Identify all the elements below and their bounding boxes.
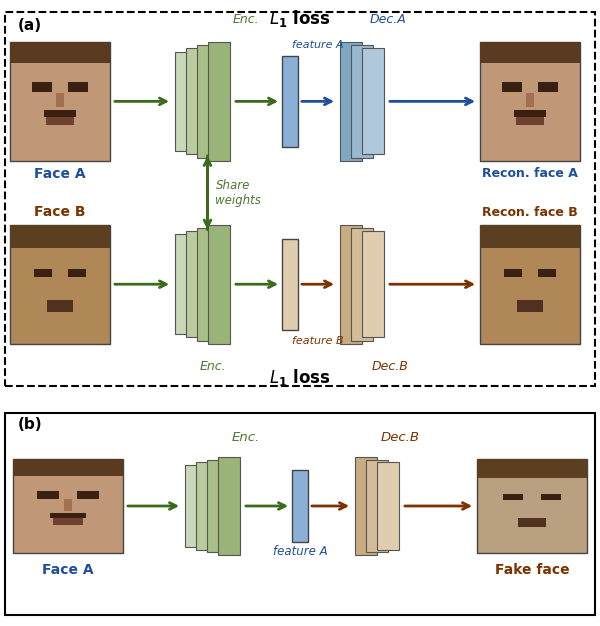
Bar: [292, 471, 308, 541]
Text: Fake face: Fake face: [494, 563, 569, 577]
Bar: [207, 459, 229, 552]
Text: Face A: Face A: [42, 563, 94, 577]
Text: Face B: Face B: [34, 205, 86, 218]
Bar: [340, 42, 362, 161]
Bar: [504, 269, 522, 277]
Text: Recon. face B: Recon. face B: [482, 205, 578, 218]
Bar: [362, 48, 384, 155]
Bar: [514, 110, 546, 117]
Bar: [53, 518, 83, 525]
Bar: [516, 117, 544, 125]
Bar: [355, 457, 377, 555]
Bar: [377, 463, 399, 550]
Bar: [208, 42, 230, 161]
Bar: [10, 42, 110, 63]
Bar: [351, 228, 373, 341]
Text: Dec.B: Dec.B: [380, 431, 419, 444]
Bar: [47, 300, 73, 312]
Bar: [50, 513, 86, 518]
Bar: [340, 225, 362, 344]
Bar: [186, 231, 208, 337]
Bar: [480, 42, 580, 161]
Bar: [10, 225, 110, 344]
Bar: [13, 459, 123, 553]
Bar: [196, 463, 218, 550]
Text: Dec.B: Dec.B: [371, 360, 409, 372]
Bar: [538, 269, 556, 277]
Text: feature A: feature A: [292, 39, 344, 49]
Bar: [362, 231, 384, 337]
Bar: [208, 225, 230, 344]
Text: Share
weights: Share weights: [215, 179, 262, 207]
Bar: [10, 225, 110, 249]
Bar: [56, 93, 64, 107]
Bar: [197, 228, 219, 341]
Text: Enc.: Enc.: [200, 360, 226, 372]
Bar: [480, 225, 580, 344]
Bar: [366, 459, 388, 552]
Bar: [480, 225, 580, 249]
Bar: [218, 457, 240, 555]
Text: (b): (b): [18, 417, 43, 432]
Bar: [46, 117, 74, 125]
Bar: [186, 48, 208, 155]
Bar: [37, 491, 59, 498]
Bar: [10, 42, 110, 161]
Bar: [517, 300, 543, 312]
Bar: [64, 500, 73, 511]
Text: $\mathbf{\mathit{L}_{1}}$ $\mathbf{loss}$: $\mathbf{\mathit{L}_{1}}$ $\mathbf{loss}…: [269, 367, 331, 387]
Bar: [538, 82, 558, 92]
Bar: [526, 93, 534, 107]
Bar: [197, 45, 219, 158]
Text: Face A: Face A: [34, 167, 86, 181]
Bar: [185, 465, 207, 547]
Bar: [518, 518, 547, 528]
Bar: [477, 459, 587, 478]
Bar: [32, 82, 52, 92]
Bar: [480, 42, 580, 63]
Text: feature B: feature B: [292, 336, 344, 346]
Bar: [68, 82, 88, 92]
Bar: [44, 110, 76, 117]
Bar: [502, 82, 522, 92]
Bar: [282, 239, 298, 330]
Bar: [477, 459, 587, 553]
Bar: [175, 51, 197, 151]
Text: (a): (a): [18, 18, 42, 33]
Bar: [34, 269, 52, 277]
Text: $\mathbf{\mathit{L}_{1}}$ $\mathbf{loss}$: $\mathbf{\mathit{L}_{1}}$ $\mathbf{loss}…: [269, 8, 331, 29]
Bar: [77, 491, 99, 498]
Bar: [68, 269, 86, 277]
Text: Enc.: Enc.: [232, 13, 259, 26]
Bar: [282, 56, 298, 147]
Bar: [541, 494, 560, 500]
Bar: [351, 45, 373, 158]
Text: feature A: feature A: [272, 545, 328, 558]
Bar: [175, 234, 197, 334]
Bar: [13, 459, 123, 476]
Text: Recon. face A: Recon. face A: [482, 167, 578, 180]
Bar: [503, 494, 523, 500]
Text: Enc.: Enc.: [232, 431, 260, 444]
Text: Dec.A: Dec.A: [370, 13, 406, 26]
